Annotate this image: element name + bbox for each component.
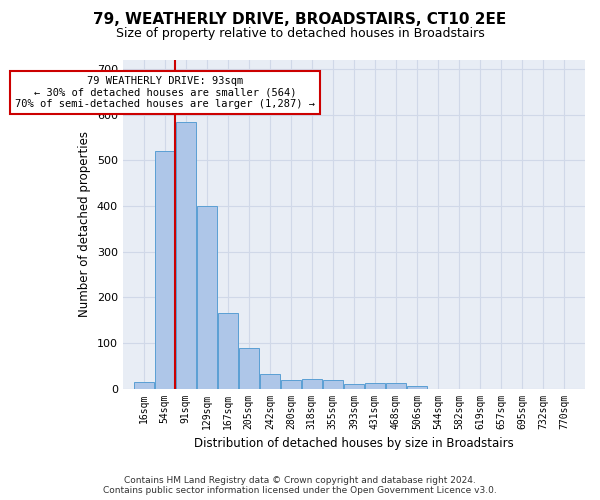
Text: Contains HM Land Registry data © Crown copyright and database right 2024.
Contai: Contains HM Land Registry data © Crown c… <box>103 476 497 495</box>
Bar <box>407 386 427 388</box>
Bar <box>386 383 406 388</box>
Bar <box>281 380 301 388</box>
Bar <box>155 152 175 388</box>
Bar <box>260 374 280 388</box>
Bar <box>344 384 364 388</box>
X-axis label: Distribution of detached houses by size in Broadstairs: Distribution of detached houses by size … <box>194 437 514 450</box>
Bar <box>239 348 259 389</box>
Bar <box>365 383 385 388</box>
Text: 79, WEATHERLY DRIVE, BROADSTAIRS, CT10 2EE: 79, WEATHERLY DRIVE, BROADSTAIRS, CT10 2… <box>94 12 506 28</box>
Text: 79 WEATHERLY DRIVE: 93sqm
← 30% of detached houses are smaller (564)
70% of semi: 79 WEATHERLY DRIVE: 93sqm ← 30% of detac… <box>15 76 315 109</box>
Bar <box>218 314 238 388</box>
Bar <box>302 379 322 388</box>
Bar <box>176 122 196 388</box>
Bar <box>134 382 154 388</box>
Text: Size of property relative to detached houses in Broadstairs: Size of property relative to detached ho… <box>116 28 484 40</box>
Bar <box>323 380 343 388</box>
Bar <box>197 206 217 388</box>
Y-axis label: Number of detached properties: Number of detached properties <box>78 132 91 318</box>
